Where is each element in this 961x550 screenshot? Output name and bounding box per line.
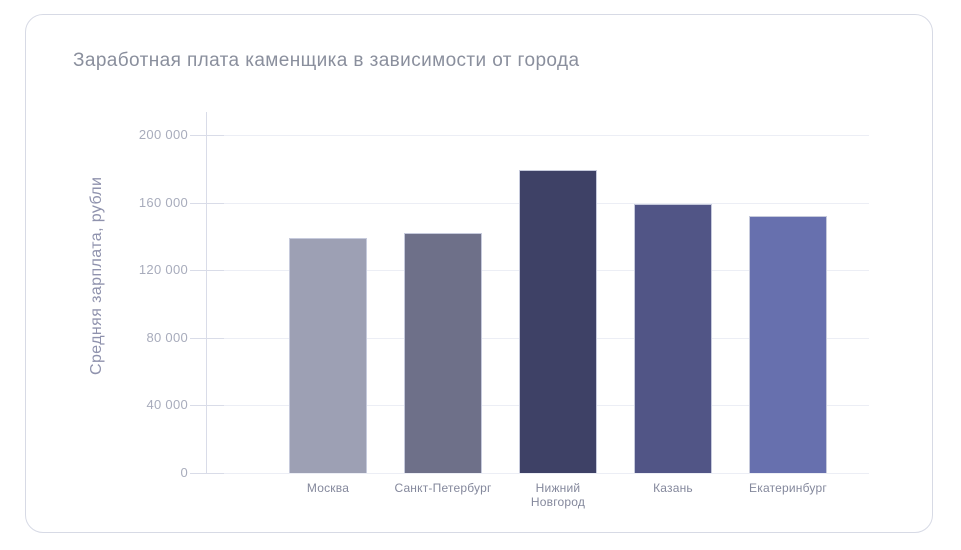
bar [404,233,482,473]
y-axis-tick [190,135,224,136]
y-axis-tick [190,473,224,474]
y-axis-tick [190,270,224,272]
bar [519,170,597,473]
y-tick-label: 40 000 [146,397,188,413]
y-tick-label: 200 000 [138,127,188,142]
y-tick-label: 0 [180,465,188,480]
bar [634,204,712,473]
y-axis-tick [190,337,224,339]
gridline [206,135,869,136]
gridline [206,473,869,474]
x-tick-label: Нижний Новгород [530,481,586,509]
x-tick-label: Санкт-Петербург [394,481,492,495]
y-axis-line [206,112,207,473]
y-tick-label: 120 000 [138,262,188,278]
y-tick-label: 80 000 [146,329,188,345]
x-tick-label: Казань [653,481,693,495]
y-tick-label: 160 000 [138,194,188,210]
y-axis-tick [190,202,224,204]
bar [749,216,827,473]
chart-title: Заработная плата каменщика в зависимости… [73,50,580,71]
y-axis-tick [190,405,224,407]
x-tick-label: Екатеринбург [749,481,827,495]
bar [289,238,367,473]
x-tick-label: Москва [306,481,350,495]
